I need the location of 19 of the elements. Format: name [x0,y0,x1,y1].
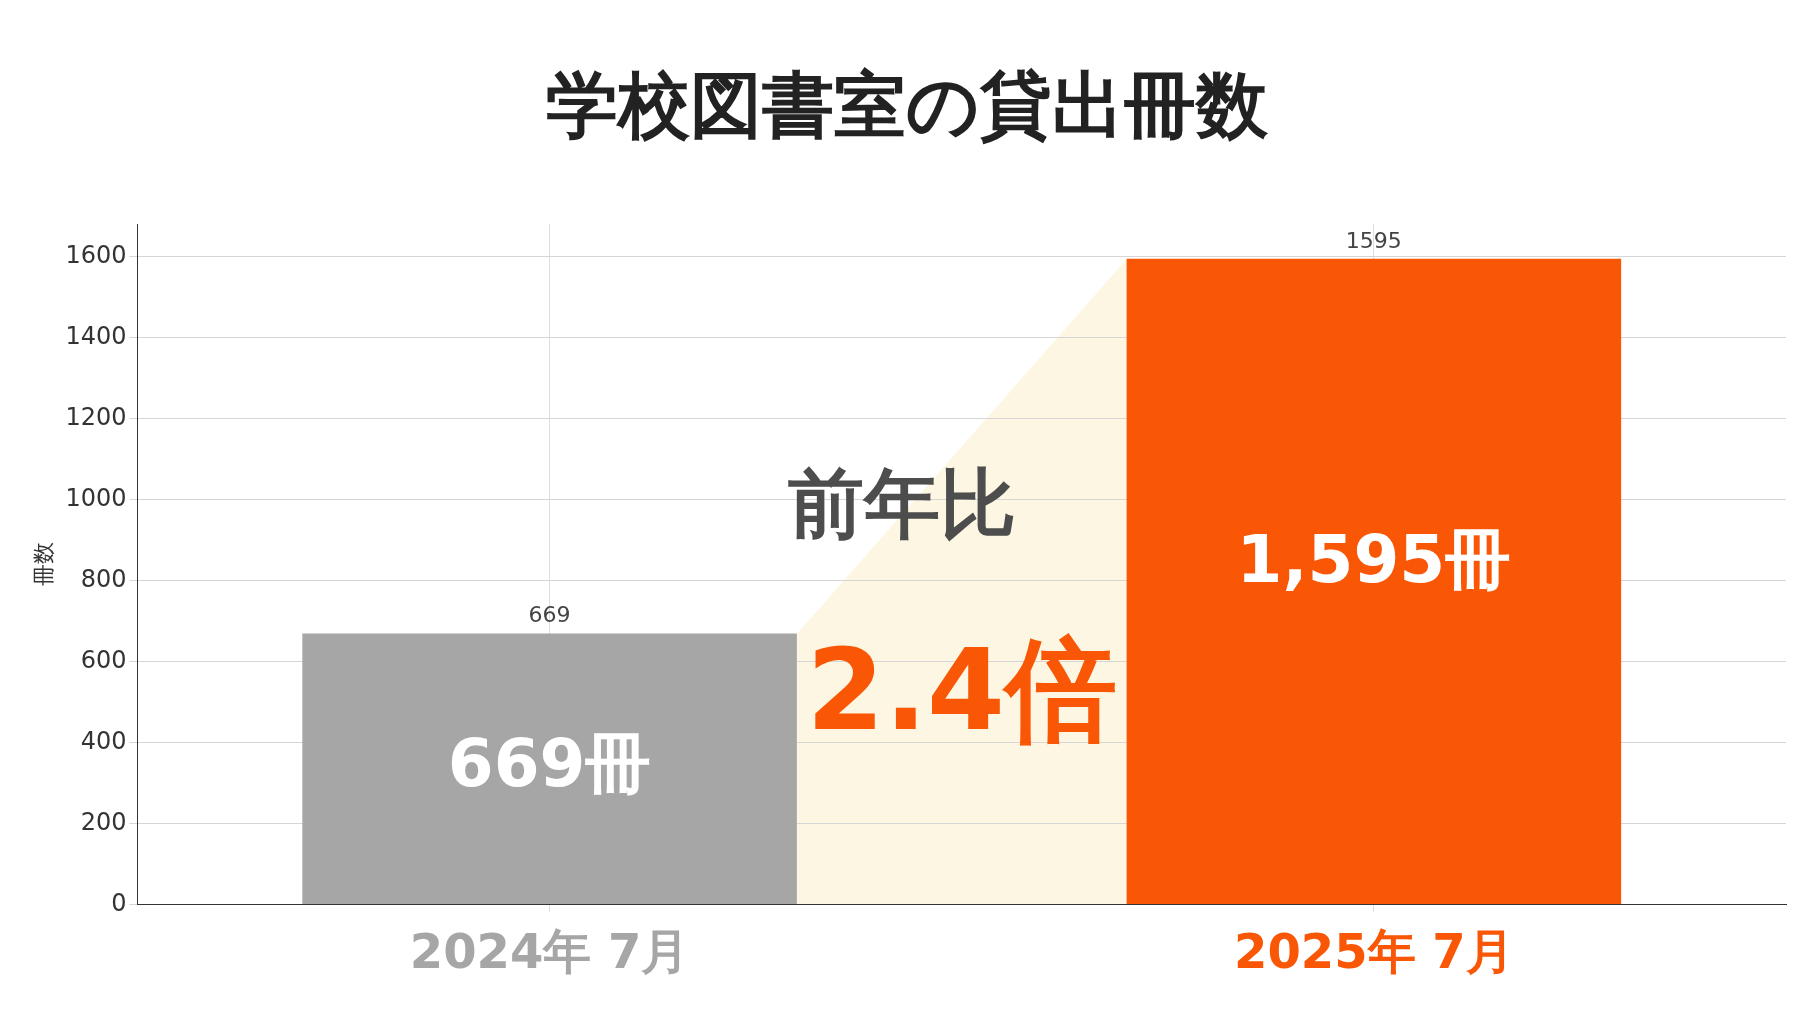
x-tick-label: 2024年 7月 [409,922,690,979]
y-tick-label: 0 [111,888,127,917]
y-tick-label: 1600 [65,241,127,270]
y-tick-label: 800 [80,564,127,593]
chart-title: 学校図書室の貸出冊数 [546,62,1269,147]
x-tick-label: 2025年 7月 [1234,922,1514,979]
annotation: 2.4倍 [806,625,1117,756]
y-tick-label: 600 [80,645,127,674]
annotation: 前年比 [787,458,1016,548]
y-tick-label: 1400 [65,321,127,350]
y-tick-label: 200 [80,807,127,836]
annotation: 1,595冊 [1236,520,1512,598]
y-tick-label: 1200 [65,402,127,431]
y-tick-label: 400 [80,726,127,755]
data-label: 669 [528,602,571,628]
y-tick-label: 1000 [65,483,127,512]
annotation: 669冊 [447,724,652,802]
y-axis-title: 冊数 [30,542,56,587]
data-label: 1595 [1345,227,1402,253]
